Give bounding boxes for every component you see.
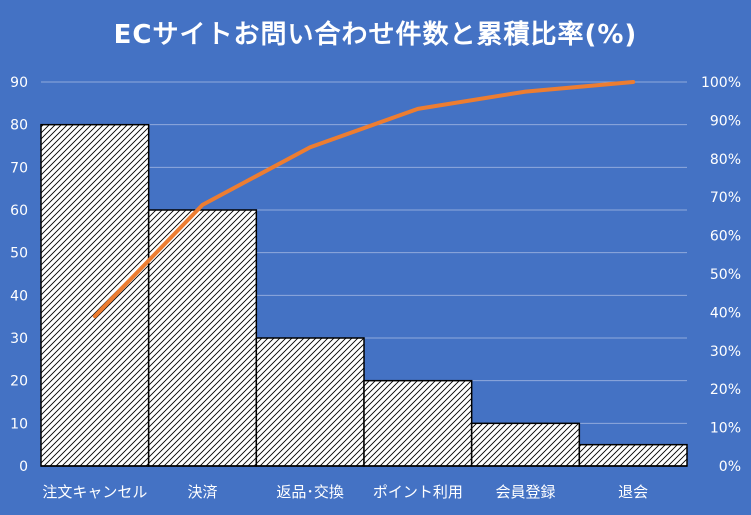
left-axis-tick-label: 10 — [10, 416, 28, 432]
right-axis-tick-label: 0% — [719, 459, 741, 475]
left-axis-tick-label: 50 — [10, 246, 28, 262]
right-axis-tick-label: 80% — [710, 152, 741, 168]
category-label: 決済 — [187, 483, 217, 501]
cumulative-line — [92, 80, 636, 319]
bar — [147, 209, 258, 467]
left-axis-tick-label: 20 — [10, 374, 28, 390]
right-axis-tick-label: 10% — [710, 421, 741, 437]
right-axis-tick-label: 40% — [710, 305, 741, 321]
right-axis-tick-label: 90% — [710, 113, 741, 129]
right-axis-tick-label: 20% — [710, 382, 741, 398]
category-label: 返品･交換 — [276, 483, 344, 501]
left-axis-tick-label: 40 — [10, 288, 28, 304]
category-label: ポイント利用 — [373, 483, 463, 501]
right-axis-tick-label: 60% — [710, 229, 741, 245]
left-axis-tick-label: 90 — [10, 75, 28, 91]
category-label: 会員登録 — [495, 483, 555, 501]
right-axis-tick-label: 70% — [710, 190, 741, 206]
left-axis-tick-label: 70 — [10, 160, 28, 176]
right-axis-tick-label: 50% — [710, 267, 741, 283]
category-label: 退会 — [618, 483, 648, 501]
right-axis: 0% 10% 20% 30% 40% 50% 60% 70% 80% 90% 100% — [701, 75, 741, 475]
category-label: 注文キャンセル — [42, 483, 147, 501]
bar — [470, 422, 581, 467]
bar — [578, 443, 688, 467]
category-axis: 注文キャンセル 決済 返品･交換 ポイント利用 会員登録 退会 — [42, 483, 648, 501]
right-axis-tick-label: 100% — [701, 75, 741, 91]
bar — [255, 337, 365, 467]
cumulative-line-path — [92, 80, 636, 319]
left-axis-tick-label: 60 — [10, 203, 28, 219]
right-axis-tick-label: 30% — [710, 344, 741, 360]
bar — [40, 123, 150, 467]
left-axis-tick-label: 80 — [10, 118, 28, 134]
left-axis: 0 10 20 30 40 50 60 70 80 90 — [10, 75, 28, 475]
bars — [40, 123, 688, 467]
left-axis-tick-label: 30 — [10, 331, 28, 347]
chart-title: ECサイトお問い合わせ件数と累積比率(%) — [113, 20, 638, 50]
bar — [363, 379, 473, 467]
left-axis-tick-label: 0 — [19, 459, 28, 475]
